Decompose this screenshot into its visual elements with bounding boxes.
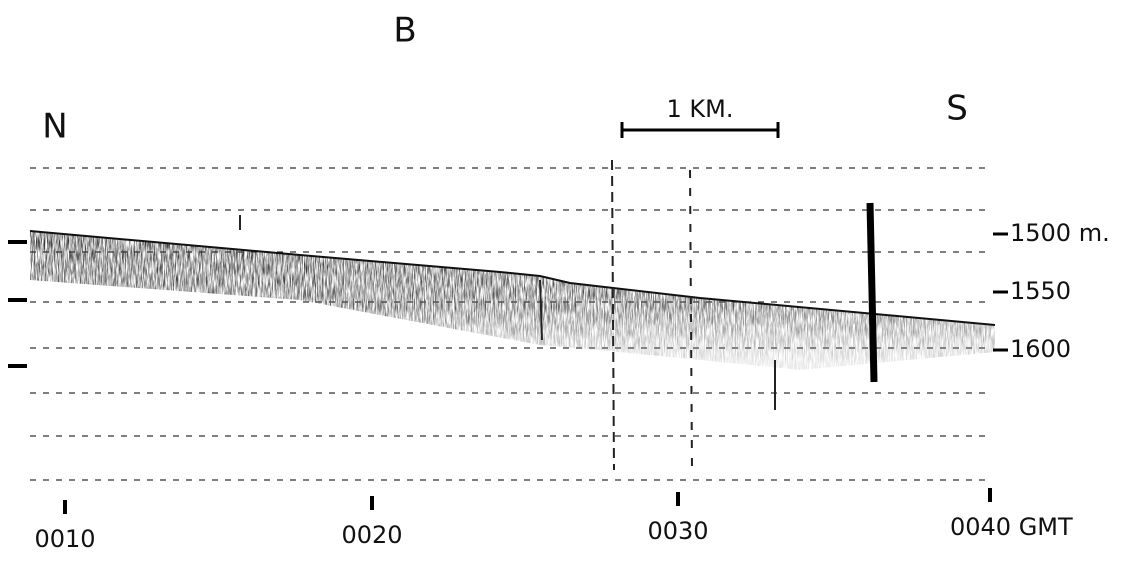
time-label: 0010 (34, 525, 95, 553)
right-ticks (993, 232, 1008, 352)
sediment-layer (30, 231, 995, 370)
depth-label: 1550 (1010, 277, 1071, 305)
depth-label: 1500 m. (1010, 219, 1110, 247)
scale-bar (620, 122, 780, 138)
time-label: 0030 (647, 517, 708, 545)
vertical-bar (866, 202, 878, 383)
depth-label: 1600 (1010, 335, 1071, 363)
time-label: 0040 GMT (950, 513, 1073, 541)
time-label: 0020 (341, 521, 402, 549)
time-ticks (63, 488, 992, 514)
south-label: S (946, 89, 968, 129)
panel-label: B (393, 11, 416, 51)
trace-marks (239, 159, 776, 471)
north-label: N (42, 107, 67, 147)
seafloor (29, 230, 996, 326)
left-ticks (8, 240, 27, 368)
scale-label: 1 KM. (667, 95, 734, 123)
